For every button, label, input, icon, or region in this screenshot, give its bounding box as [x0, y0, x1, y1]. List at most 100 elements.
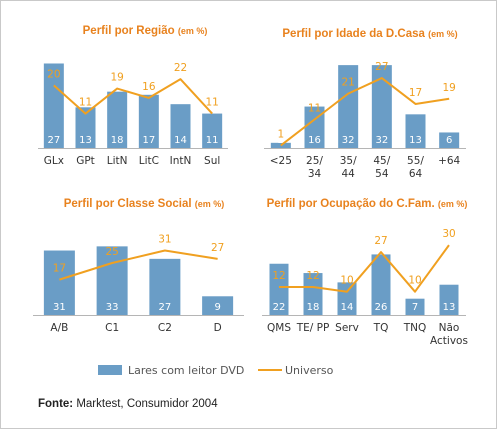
category-label-line: 45/ [373, 155, 390, 167]
category-label-line: QMS [267, 322, 291, 334]
bar [269, 263, 289, 315]
category-label-line: LitC [139, 155, 159, 167]
category-label: A/B [50, 322, 68, 334]
chart-title-text: Perfil por Classe Social [64, 198, 195, 210]
chart-title-text: Perfil por Região [83, 25, 178, 37]
category-label-line: 34 [308, 168, 322, 180]
bar [170, 104, 191, 148]
category-label: 35/44 [340, 155, 357, 180]
line-value-label: 17 [409, 87, 422, 99]
bar-value-label: 33 [106, 302, 119, 313]
bar [371, 254, 391, 315]
chart-title-text: Perfil por Ocupação do C.Fam. [267, 198, 438, 210]
bar-value-label: 18 [111, 135, 124, 146]
line-value-label: 19 [110, 72, 123, 84]
category-label: <25 [270, 155, 292, 167]
category-label: LitN [107, 155, 128, 167]
line-value-label: 12 [306, 270, 319, 282]
bar [439, 132, 460, 148]
category-label-line: IntN [170, 155, 192, 167]
category-label-line: A/B [50, 322, 68, 334]
chart-title: Perfil por Idade da D.Casa (em %) [282, 28, 457, 40]
universe-line [59, 249, 218, 281]
bar-value-label: 32 [342, 135, 355, 146]
category-label: QMS [267, 322, 291, 334]
bar-value-label: 6 [446, 135, 452, 146]
category-label-line: 54 [375, 168, 389, 180]
category-label-line: 44 [341, 168, 355, 180]
bar [405, 114, 426, 148]
bar-value-label: 27 [47, 135, 60, 146]
bar [338, 65, 359, 148]
line-value-label: 12 [272, 270, 285, 282]
category-label: +64 [438, 155, 460, 167]
bar [75, 107, 96, 148]
chart-4: Perfil por Ocupação do C.Fam. (em %) 22 18… [262, 198, 468, 347]
chart-title-unit: (em %) [438, 199, 468, 209]
category-label-line: 64 [409, 168, 423, 180]
line-value-label: 31 [158, 234, 171, 246]
category-label: TQ [373, 322, 389, 334]
line-value-label: 27 [375, 61, 388, 73]
line-value-label: 17 [53, 263, 66, 275]
bar [303, 273, 323, 315]
bar [149, 258, 181, 315]
category-label: Serv [335, 322, 359, 334]
bar-value-label: 13 [79, 135, 92, 146]
line-value-label: 10 [340, 275, 353, 287]
category-label: Sul [204, 155, 220, 167]
category-label-line: LitN [107, 155, 128, 167]
bar-value-label: 32 [375, 135, 388, 146]
bar-value-label: 16 [308, 135, 321, 146]
line-value-label: 27 [374, 235, 387, 247]
category-label-line: 55/ [407, 155, 424, 167]
category-label-line: Serv [335, 322, 359, 334]
bar [202, 113, 223, 148]
category-label: C2 [158, 322, 172, 334]
line-value-label: 1 [277, 128, 284, 140]
bar-value-label: 14 [174, 135, 187, 146]
bar-value-label: 7 [412, 302, 418, 313]
line-value-label: 11 [79, 97, 92, 109]
category-label: LitC [139, 155, 159, 167]
category-label-line: TE/ PP [296, 322, 330, 334]
legend: Lares com leitor DVD Universo [98, 364, 334, 377]
line-value-label: 16 [142, 81, 156, 93]
line-value-label: 11 [308, 103, 321, 115]
bar [371, 65, 392, 148]
chart-title: Perfil por Região (em %) [83, 25, 208, 37]
category-label: 45/54 [373, 155, 390, 180]
bar-value-label: 2 [278, 135, 284, 146]
bar-value-label: 13 [443, 302, 456, 313]
bar [405, 298, 425, 315]
bar-value-label: 13 [409, 135, 422, 146]
chart-3: Perfil por Classe Social (em %) 31 33 27 9 17… [33, 198, 244, 334]
source-text: Marktest, Consumidor 2004 [73, 398, 218, 410]
category-label: TNQ [403, 322, 427, 334]
category-label-line: 35/ [340, 155, 357, 167]
category-label-line: TNQ [403, 322, 427, 334]
bar [107, 91, 128, 148]
bar [43, 250, 75, 315]
category-label-line: TQ [373, 322, 389, 334]
bar [202, 296, 234, 315]
legend-bar-label: Lares com leitor DVD [128, 364, 244, 377]
category-label: C1 [105, 322, 119, 334]
universe-line [53, 78, 213, 115]
chart-2: Perfil por Idade da D.Casa (em %)2 16 32 32… [264, 28, 466, 180]
category-label: TE/ PP [296, 322, 330, 334]
bar [43, 63, 64, 148]
bar-value-label: 14 [341, 302, 354, 313]
category-label-line: Sul [204, 155, 220, 167]
bar-value-label: 18 [307, 302, 320, 313]
universe-line [279, 244, 450, 293]
chart-1: Perfil por Região (em %) 27 13 18 17 14 11 20 11… [38, 25, 228, 167]
bar-value-label: 17 [142, 135, 155, 146]
category-label-line: C1 [105, 322, 119, 334]
bar-value-label: 9 [214, 302, 220, 313]
bar-value-label: 22 [273, 302, 286, 313]
chart-title: Perfil por Classe Social (em %) [64, 198, 225, 210]
category-label-line: Não [439, 322, 460, 334]
